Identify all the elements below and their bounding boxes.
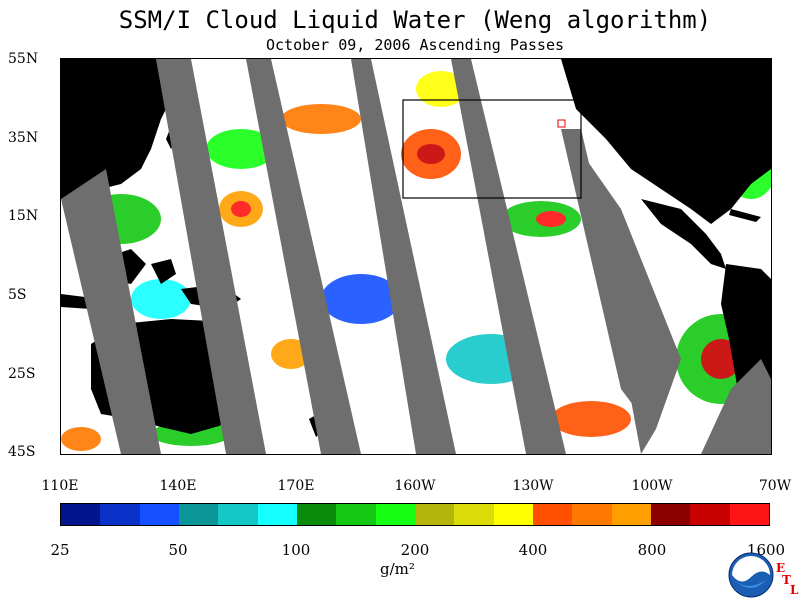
colorbar-segment: [650, 504, 691, 525]
lat-label: 35N: [8, 130, 39, 146]
colorbar-segment: [336, 504, 376, 525]
lat-label: 15N: [8, 208, 39, 224]
lat-label: 55N: [8, 51, 39, 67]
marker-outline: [557, 119, 566, 128]
lat-label: 5S: [8, 287, 27, 303]
lon-label: 70W: [758, 478, 792, 494]
colorbar-tick-label: 800: [637, 541, 667, 559]
lon-label: 170E: [277, 478, 315, 494]
colorbar-segment: [729, 504, 769, 525]
color-scale-bar: [60, 503, 770, 526]
lat-label: 25S: [8, 366, 36, 382]
chart-subtitle: October 09, 2006 Ascending Passes: [265, 36, 564, 54]
etl-letter: T: [782, 573, 791, 587]
colorbar-tick-label: 50: [168, 541, 188, 559]
colorbar-segment: [375, 504, 415, 525]
colorbar-segment: [690, 504, 730, 525]
lon-label: 110E: [41, 478, 79, 494]
colorbar-segment: [454, 504, 494, 525]
units-label: g/m²: [380, 560, 415, 578]
colorbar-segment: [414, 504, 455, 525]
colorbar-segment: [493, 504, 533, 525]
noaa-logo: [728, 552, 774, 598]
colorbar-segment: [61, 504, 101, 525]
lon-label: 140E: [159, 478, 197, 494]
colorbar-segment: [257, 504, 297, 525]
colorbar-segment: [139, 504, 179, 525]
colorbar-tick-label: 25: [50, 541, 70, 559]
colorbar-segment: [100, 504, 140, 525]
colorbar-segment: [532, 504, 573, 525]
region-outline: [402, 99, 582, 199]
colorbar-segment: [296, 504, 337, 525]
colorbar-tick-label: 200: [400, 541, 430, 559]
lon-label: 100W: [631, 478, 673, 494]
colorbar-segment: [178, 504, 219, 525]
chart-title: SSM/I Cloud Liquid Water (Weng algorithm…: [118, 6, 712, 34]
lat-label: 45S: [8, 444, 36, 460]
colorbar-segment: [572, 504, 612, 525]
colorbar-tick-label: 100: [281, 541, 311, 559]
colorbar-tick-label: 400: [518, 541, 548, 559]
lon-label: 130W: [512, 478, 554, 494]
etl-letter: E: [776, 561, 786, 575]
lon-label: 160W: [394, 478, 436, 494]
map-svg: [61, 59, 771, 454]
etl-letter: L: [790, 583, 799, 597]
map-panel: [60, 58, 772, 455]
colorbar-segment: [218, 504, 258, 525]
missing-swaths: [61, 59, 771, 454]
colorbar-segment: [611, 504, 651, 525]
